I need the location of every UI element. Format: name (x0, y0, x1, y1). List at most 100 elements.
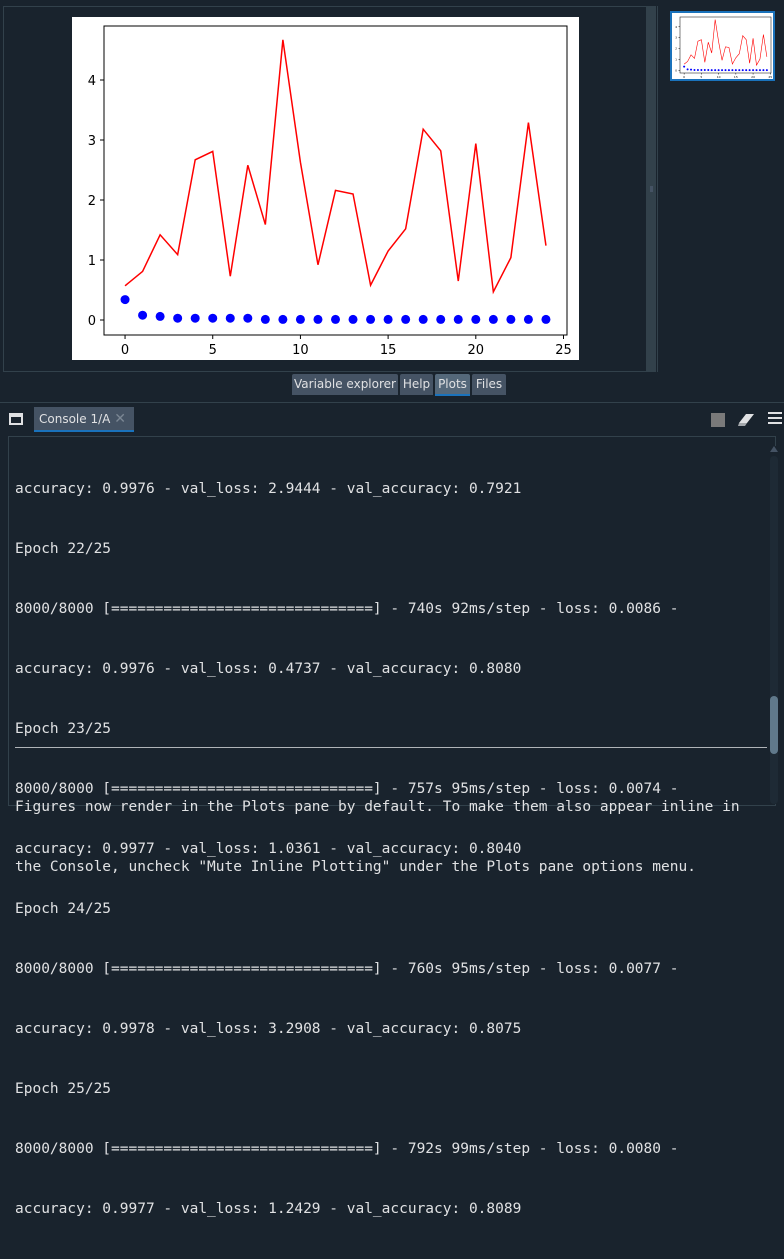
data-point (727, 69, 730, 72)
data-point (190, 313, 200, 323)
console-line: Epoch 25/25 (15, 1081, 112, 1097)
y-tick-label: 2 (88, 194, 96, 209)
y-tick-label: 0 (675, 68, 677, 72)
notice-line: the Console, uncheck "Mute Inline Plotti… (15, 859, 696, 875)
data-point (741, 69, 744, 72)
data-point (173, 313, 183, 323)
plots-pane: 0 5 10 15 20 25 0 1 2 3 4 (3, 6, 647, 372)
data-point (523, 314, 533, 324)
scroll-up-icon[interactable] (770, 446, 778, 452)
data-point (707, 68, 710, 71)
thumbnail-svg: 0 5 10 15 20 25 0 1 2 3 4 (675, 16, 772, 79)
console-output[interactable]: accuracy: 0.9976 - val_loss: 2.9444 - va… (8, 436, 776, 1217)
data-point (138, 310, 148, 320)
data-point (762, 69, 765, 72)
tab-files[interactable]: Files (472, 374, 506, 395)
pane-splitter[interactable] (647, 6, 656, 372)
tab-plots[interactable]: Plots (435, 374, 470, 396)
splitter-grip (650, 186, 653, 192)
y-tick-label: 4 (675, 25, 677, 29)
data-point (453, 314, 463, 324)
data-point (765, 69, 768, 72)
console-scrollbar[interactable] (769, 446, 779, 804)
console-tab[interactable]: Console 1/A ✕ (34, 407, 134, 432)
console-line: Epoch 23/25 (15, 721, 112, 737)
pane-tabbar: Variable explorer Help Plots Files (0, 372, 784, 398)
console-separator (15, 747, 767, 748)
console-line: accuracy: 0.9976 - val_loss: 2.9444 - va… (15, 481, 522, 497)
console-line: 8000/8000 [=============================… (15, 781, 679, 797)
data-point (755, 69, 758, 72)
data-point (225, 313, 235, 323)
undock-icon[interactable] (9, 413, 23, 425)
console-line: accuracy: 0.9976 - val_loss: 0.4737 - va… (15, 661, 522, 677)
console-line: accuracy: 0.9977 - val_loss: 1.2429 - va… (15, 1201, 522, 1217)
x-tick-label: 5 (209, 343, 217, 358)
data-point (758, 69, 761, 72)
console-tab-label: Console 1/A (39, 412, 111, 426)
data-point (724, 69, 727, 72)
data-point (295, 314, 305, 324)
notice-line: Figures now render in the Plots pane by … (15, 799, 740, 815)
plot-figure: 0 5 10 15 20 25 0 1 2 3 4 (72, 17, 579, 360)
data-point (120, 295, 130, 305)
data-point (331, 314, 340, 324)
data-point (155, 311, 165, 321)
y-tick-label: 1 (88, 254, 96, 269)
data-point (717, 69, 720, 72)
data-point (693, 68, 696, 71)
plot-thumbnails-pane: 0 5 10 15 20 25 0 1 2 3 4 (657, 6, 784, 372)
tab-help[interactable]: Help (400, 374, 433, 395)
data-point (714, 69, 717, 72)
x-tick-label: 10 (717, 75, 721, 79)
close-icon[interactable]: ✕ (114, 411, 126, 427)
stop-icon[interactable] (711, 413, 725, 427)
loss-line (124, 39, 547, 295)
data-point (541, 314, 551, 324)
console-notice: Figures now render in the Plots pane by … (15, 757, 770, 917)
data-point (418, 314, 428, 324)
x-tick-label: 5 (700, 75, 702, 79)
data-point (471, 314, 481, 324)
data-point (683, 65, 686, 68)
plot-thumbnail[interactable]: 0 5 10 15 20 25 0 1 2 3 4 (670, 11, 775, 81)
y-tick-label: 2 (675, 47, 677, 51)
data-point (748, 69, 751, 72)
y-tick-label: 3 (88, 134, 96, 149)
data-point (738, 69, 741, 72)
plot-svg: 0 5 10 15 20 25 0 1 2 3 4 (88, 25, 572, 358)
console-header: Console 1/A ✕ (0, 402, 784, 435)
data-point (700, 68, 703, 71)
data-point (313, 314, 323, 324)
y-tick-label: 4 (88, 74, 96, 89)
data-point (690, 68, 693, 71)
data-point (348, 314, 358, 324)
x-tick-label: 15 (734, 75, 738, 79)
menu-icon[interactable] (768, 412, 782, 426)
tab-variable-explorer[interactable]: Variable explorer (292, 374, 398, 395)
console-line: 8000/8000 [=============================… (15, 1141, 679, 1157)
console-line: Epoch 22/25 (15, 541, 112, 557)
y-tick-label: 0 (88, 314, 96, 329)
data-point (703, 68, 706, 71)
data-point (686, 68, 689, 71)
console-line: 8000/8000 [=============================… (15, 601, 679, 617)
data-point (488, 314, 498, 324)
y-tick-label: 3 (675, 36, 677, 40)
x-tick-label: 0 (121, 343, 129, 358)
data-point (260, 314, 270, 324)
data-point (436, 314, 446, 324)
x-tick-label: 20 (751, 75, 755, 79)
console-line: accuracy: 0.9978 - val_loss: 3.2908 - va… (15, 1021, 522, 1037)
data-point (745, 69, 748, 72)
data-point (506, 314, 516, 324)
data-point (243, 313, 253, 323)
x-tick-label: 15 (380, 343, 397, 358)
y-tick-label: 1 (675, 57, 677, 61)
x-tick-label: 20 (468, 343, 485, 358)
data-point (278, 314, 288, 324)
scroll-thumb[interactable] (770, 696, 778, 754)
data-point (731, 69, 734, 72)
eraser-icon[interactable] (737, 411, 757, 427)
loss-line (683, 19, 768, 67)
